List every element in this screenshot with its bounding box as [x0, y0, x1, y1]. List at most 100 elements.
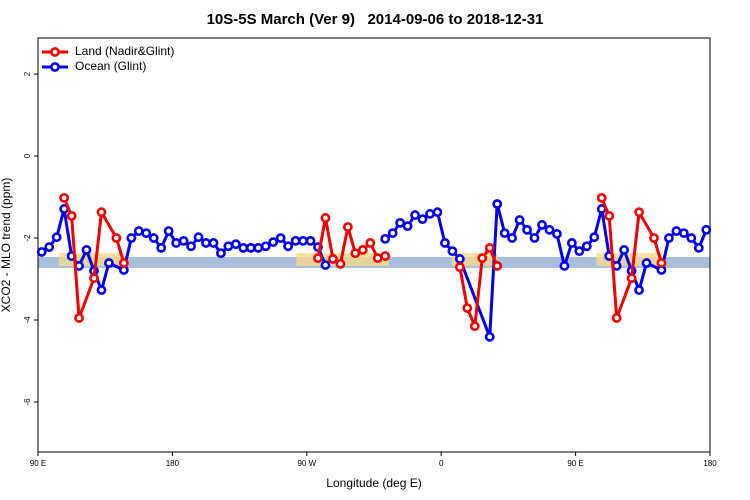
data-point: [537, 220, 547, 230]
data-point: [656, 258, 667, 268]
data-point: [664, 233, 674, 243]
series-line: [40, 202, 708, 339]
data-point: [380, 251, 391, 261]
x-tick-label: 90 E: [567, 459, 583, 468]
data-point: [574, 246, 585, 257]
data-point: [372, 253, 383, 264]
data-point: [193, 232, 204, 243]
data-point: [596, 192, 607, 203]
data-point: [313, 253, 323, 264]
data-point: [51, 232, 62, 243]
data-point: [693, 242, 704, 253]
legend-marker: [50, 62, 60, 72]
data-point: [492, 261, 503, 271]
data-point: [328, 254, 338, 264]
data-point: [469, 321, 480, 332]
data-point: [499, 228, 510, 239]
data-point: [552, 229, 562, 239]
x-tick-label: 180: [703, 459, 717, 468]
data-point: [611, 313, 622, 323]
data-point: [544, 224, 555, 235]
x-axis-label: Longitude (deg E): [326, 476, 421, 490]
data-point: [440, 238, 450, 248]
data-point: [178, 236, 189, 246]
data-point: [96, 207, 107, 218]
data-point: [81, 245, 92, 255]
data-point: [253, 242, 264, 253]
data-point: [59, 192, 70, 203]
data-point: [484, 331, 495, 342]
data-point: [477, 253, 488, 264]
data-point: [305, 236, 316, 246]
data-point: [201, 238, 211, 248]
data-point: [619, 245, 630, 255]
data-point: [447, 246, 458, 257]
data-point: [484, 242, 495, 253]
data-point: [350, 248, 361, 259]
data-point: [641, 258, 652, 268]
y-axis-label: XCO2 - MLO trend (ppm): [0, 178, 13, 313]
y-tick-label: 0: [23, 153, 32, 158]
chart-title: 10S-5S March (Ver 9) 2014-09-06 to 2018-…: [207, 11, 544, 28]
data-point: [387, 228, 398, 239]
data-point: [268, 237, 279, 248]
y-tick-label: 2: [23, 71, 32, 76]
data-point: [335, 258, 346, 269]
data-point: [118, 258, 129, 268]
data-point: [66, 210, 77, 221]
data-point: [44, 242, 55, 252]
legend-label: Land (Nadir&Glint): [75, 44, 174, 58]
data-point: [216, 248, 226, 259]
data-point: [298, 236, 308, 246]
data-point: [507, 233, 518, 243]
data-point: [111, 233, 122, 243]
plot-frame: [37, 37, 711, 453]
data-point: [74, 313, 84, 323]
x-tick-label: 90 E: [30, 459, 46, 468]
data-point: [425, 208, 435, 219]
data-point: [104, 258, 114, 268]
data-point: [522, 224, 532, 235]
data-point: [163, 226, 174, 236]
data-point: [283, 241, 294, 252]
data-point: [462, 303, 473, 314]
data-point: [671, 226, 682, 236]
data-point: [223, 241, 234, 252]
data-point: [559, 261, 570, 271]
data-point: [208, 238, 219, 248]
data-point: [290, 236, 301, 246]
data-point: [566, 238, 577, 248]
data-point: [589, 232, 600, 243]
data-point: [581, 241, 592, 252]
data-point: [96, 285, 107, 295]
data-point: [604, 210, 615, 221]
data-point: [320, 260, 331, 270]
data-point: [186, 241, 196, 252]
data-point: [141, 228, 152, 239]
x-tick-label: 90 W: [297, 459, 316, 468]
data-point: [492, 199, 503, 209]
y-tick-label: -4: [23, 316, 32, 324]
data-point: [634, 285, 644, 295]
data-point: [417, 214, 428, 225]
data-point: [678, 228, 689, 239]
data-point: [156, 242, 167, 253]
data-point: [36, 247, 47, 257]
data-point: [245, 242, 256, 253]
data-point: [365, 238, 376, 248]
data-point: [402, 221, 413, 232]
data-point: [320, 213, 331, 223]
data-point: [275, 233, 286, 243]
y-tick-label: -6: [23, 398, 32, 406]
data-point: [701, 224, 712, 235]
data-point: [454, 254, 465, 264]
data-point: [649, 233, 659, 243]
data-point: [454, 262, 465, 273]
data-point: [514, 215, 525, 225]
data-point: [238, 242, 249, 253]
data-point: [410, 210, 420, 220]
y-tick-label: -2: [23, 234, 32, 242]
data-point: [380, 233, 391, 244]
data-point: [230, 239, 241, 250]
